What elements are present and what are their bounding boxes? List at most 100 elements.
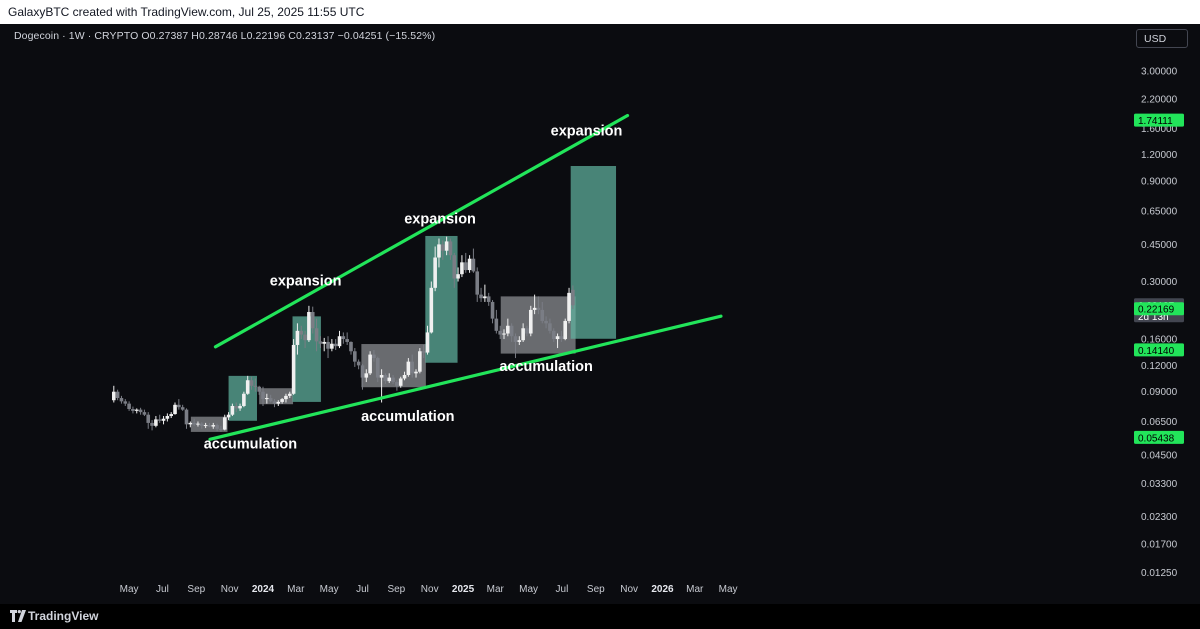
- candle-2024-01-15: [268, 394, 273, 403]
- candle-2025-02-24: [490, 300, 495, 324]
- candle-2024-08-12: [383, 373, 388, 384]
- candle-body: [333, 343, 338, 347]
- candle-2024-02-12: [284, 393, 288, 403]
- candle-2023-12-25: [257, 385, 261, 395]
- candle-body: [452, 255, 457, 279]
- candle-2023-08-28: [192, 418, 196, 426]
- candle-2024-09-02: [395, 380, 399, 391]
- candle-2023-09-25: [207, 422, 212, 428]
- candle-body: [364, 373, 369, 378]
- candle-2023-10-30: [226, 412, 231, 421]
- candle-body: [410, 361, 414, 374]
- candle-body: [437, 244, 441, 258]
- candle-body: [207, 425, 212, 427]
- candle-2024-01-22: [272, 399, 277, 408]
- candle-body: [303, 334, 307, 341]
- currency-button[interactable]: USD: [1136, 29, 1188, 48]
- candle-body: [203, 425, 208, 427]
- candle-body: [544, 320, 548, 324]
- candle-2023-04-24: [123, 399, 128, 406]
- candle-2024-07-29: [375, 356, 380, 383]
- candle-2024-06-10: [349, 341, 353, 355]
- y-tick-label: 0.02300: [1141, 512, 1178, 523]
- candle-body: [192, 422, 196, 425]
- candle-2025-03-17: [502, 329, 506, 340]
- candle-body: [398, 378, 403, 386]
- candle-2025-06-09: [548, 318, 552, 334]
- candle-body: [356, 361, 361, 366]
- candle-2025-01-06: [463, 252, 468, 273]
- candle-2024-11-25: [440, 240, 445, 260]
- candle-2023-04-10: [115, 389, 120, 401]
- candle-2023-04-17: [119, 395, 124, 404]
- candle-body: [115, 391, 120, 399]
- price-label-1: 1.74111: [1134, 113, 1184, 127]
- candle-body: [532, 307, 537, 310]
- candle-2023-06-12: [150, 420, 154, 431]
- candle-body: [188, 422, 193, 425]
- candle-2024-12-30: [460, 255, 464, 278]
- candle-2024-02-19: [287, 391, 292, 399]
- candle-2025-04-28: [525, 325, 529, 337]
- candle-2024-11-11: [433, 246, 437, 292]
- y-tick-label: 3.00000: [1141, 66, 1178, 77]
- candle-2024-10-14: [418, 348, 422, 374]
- candle-2024-01-01: [261, 386, 265, 406]
- time-axis: May Jul Sep Nov 2024 Mar May Jul Sep Nov 2025 Mar Ma…: [120, 584, 738, 595]
- candle-2023-05-01: [127, 401, 131, 411]
- candle-2024-03-25: [307, 305, 311, 342]
- candle-2024-10-07: [414, 369, 418, 378]
- candle-body: [555, 336, 560, 340]
- candle-body: [517, 340, 522, 342]
- zone-boxes: [190, 166, 617, 432]
- price-label-text: 1.74111: [1138, 116, 1173, 127]
- candle-2024-04-15: [318, 336, 323, 349]
- candle-body: [307, 312, 311, 341]
- price-label-4: 0.14140: [1134, 343, 1184, 357]
- candle-2024-01-29: [276, 400, 281, 406]
- x-tick-label: 2024: [252, 584, 275, 595]
- candle-body: [154, 419, 158, 426]
- candle-body: [467, 258, 472, 271]
- candle-2023-12-11: [249, 376, 254, 390]
- candle-2023-08-14: [184, 408, 189, 429]
- candle-2024-08-19: [387, 373, 392, 383]
- candle-2024-09-23: [406, 358, 411, 377]
- candle-2025-03-31: [509, 323, 514, 342]
- candle-2023-06-19: [154, 416, 158, 428]
- y-tick-label: 0.65000: [1141, 206, 1178, 217]
- candle-2023-11-20: [238, 403, 242, 411]
- candle-body: [219, 428, 223, 430]
- y-tick-label: 0.04500: [1141, 451, 1178, 462]
- candle-body: [234, 405, 239, 409]
- attribution-text: GalaxyBTC created with TradingView.com, …: [8, 5, 365, 19]
- candle-body: [525, 328, 529, 334]
- candle-2024-06-17: [353, 348, 357, 367]
- x-tick-label: May: [519, 584, 538, 595]
- candle-body: [295, 330, 300, 345]
- candle-body: [265, 398, 269, 400]
- candle-body: [372, 354, 376, 359]
- candle-body: [528, 309, 533, 334]
- candle-2023-07-17: [169, 412, 173, 419]
- candle-body: [291, 344, 296, 394]
- candle-body: [421, 351, 426, 353]
- y-tick-label: 0.03300: [1141, 479, 1178, 490]
- candle-body: [440, 244, 445, 251]
- candle-2024-05-27: [341, 332, 346, 344]
- candle-2023-07-31: [177, 399, 181, 410]
- candle-body: [211, 425, 216, 427]
- candle-2024-07-08: [364, 369, 369, 383]
- candle-2023-10-23: [222, 414, 227, 431]
- candle-body: [272, 401, 277, 404]
- candle-2024-02-26: [291, 339, 296, 395]
- price-label-bg: [1134, 113, 1184, 127]
- candle-body: [242, 393, 246, 406]
- candle-2023-04-03: [112, 385, 116, 403]
- candle-2023-07-03: [161, 416, 166, 425]
- candle-body: [406, 361, 411, 376]
- candle-2025-06-23: [555, 333, 560, 349]
- candles: [112, 236, 575, 432]
- candle-2024-11-18: [437, 238, 441, 268]
